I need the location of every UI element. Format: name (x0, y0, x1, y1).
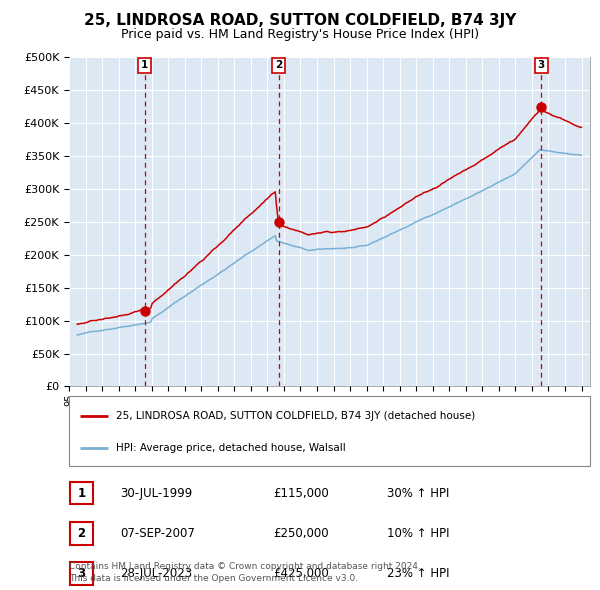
Text: 07-SEP-2007: 07-SEP-2007 (120, 527, 195, 540)
Text: 30% ↑ HPI: 30% ↑ HPI (387, 487, 449, 500)
Text: 2: 2 (77, 527, 86, 540)
Text: Price paid vs. HM Land Registry's House Price Index (HPI): Price paid vs. HM Land Registry's House … (121, 28, 479, 41)
FancyBboxPatch shape (70, 562, 93, 585)
Text: HPI: Average price, detached house, Walsall: HPI: Average price, detached house, Wals… (116, 443, 346, 453)
Text: £425,000: £425,000 (273, 567, 329, 580)
Text: 30-JUL-1999: 30-JUL-1999 (120, 487, 192, 500)
Text: 10% ↑ HPI: 10% ↑ HPI (387, 527, 449, 540)
FancyBboxPatch shape (70, 522, 93, 545)
Text: 3: 3 (77, 567, 86, 580)
Text: 25, LINDROSA ROAD, SUTTON COLDFIELD, B74 3JY (detached house): 25, LINDROSA ROAD, SUTTON COLDFIELD, B74… (116, 411, 475, 421)
FancyBboxPatch shape (69, 396, 590, 466)
Text: 1: 1 (141, 60, 148, 70)
Text: £250,000: £250,000 (273, 527, 329, 540)
Text: 25, LINDROSA ROAD, SUTTON COLDFIELD, B74 3JY: 25, LINDROSA ROAD, SUTTON COLDFIELD, B74… (84, 13, 516, 28)
FancyBboxPatch shape (70, 482, 93, 504)
Text: 2: 2 (275, 60, 282, 70)
Text: 23% ↑ HPI: 23% ↑ HPI (387, 567, 449, 580)
Text: Contains HM Land Registry data © Crown copyright and database right 2024.
This d: Contains HM Land Registry data © Crown c… (69, 562, 421, 583)
Text: £115,000: £115,000 (273, 487, 329, 500)
Text: 3: 3 (538, 60, 545, 70)
Text: 1: 1 (77, 487, 86, 500)
Text: 28-JUL-2023: 28-JUL-2023 (120, 567, 192, 580)
